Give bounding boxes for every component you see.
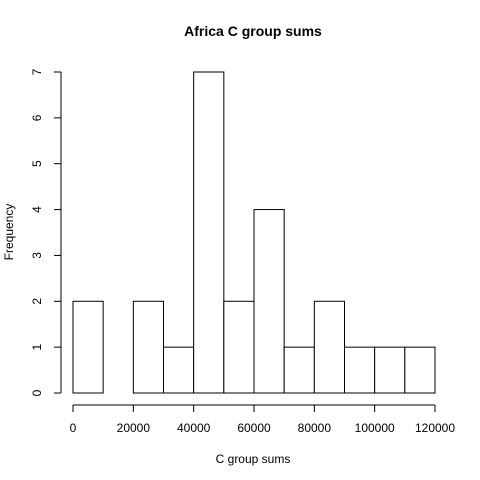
histogram-bar-5: [223, 300, 255, 394]
x-tick-label: 20000: [117, 421, 151, 435]
histogram-bar-2: [132, 300, 164, 394]
histogram-bar-0: [72, 300, 104, 394]
y-tick-label: 0: [30, 389, 44, 396]
bars-group: [72, 71, 436, 394]
x-axis-label: C group sums: [216, 452, 291, 466]
y-tick-label: 3: [30, 252, 44, 259]
y-tick-label: 6: [30, 114, 44, 121]
x-tick-label: 40000: [177, 421, 211, 435]
x-tick-label: 60000: [237, 421, 271, 435]
y-tick-label: 7: [30, 68, 44, 75]
histogram-bar-3: [163, 346, 195, 394]
y-tick-label: 2: [30, 298, 44, 305]
x-axis: 0 20000 40000 60000 80000 100000 120000: [70, 404, 455, 435]
y-tick-label: 5: [30, 160, 44, 167]
histogram-bar-4: [193, 71, 225, 394]
y-tick-label: 4: [30, 206, 44, 213]
y-axis-label: Frequency: [2, 204, 16, 261]
histogram-bar-7: [283, 346, 315, 394]
y-axis: 0 1 2 3 4 5 6 7: [30, 68, 62, 396]
histogram-bar-6: [253, 209, 285, 394]
histogram-bar-8: [313, 300, 346, 394]
x-tick-label: 120000: [415, 421, 455, 435]
x-tick-label: 80000: [298, 421, 332, 435]
x-tick-label: 0: [70, 421, 77, 435]
y-tick-label: 1: [30, 343, 44, 350]
histogram-bar-10: [374, 346, 406, 394]
x-tick-label: 100000: [355, 421, 395, 435]
chart-title: Africa C group sums: [184, 23, 322, 39]
histogram-bar-9: [344, 346, 376, 394]
histogram-bar-11: [404, 346, 436, 394]
